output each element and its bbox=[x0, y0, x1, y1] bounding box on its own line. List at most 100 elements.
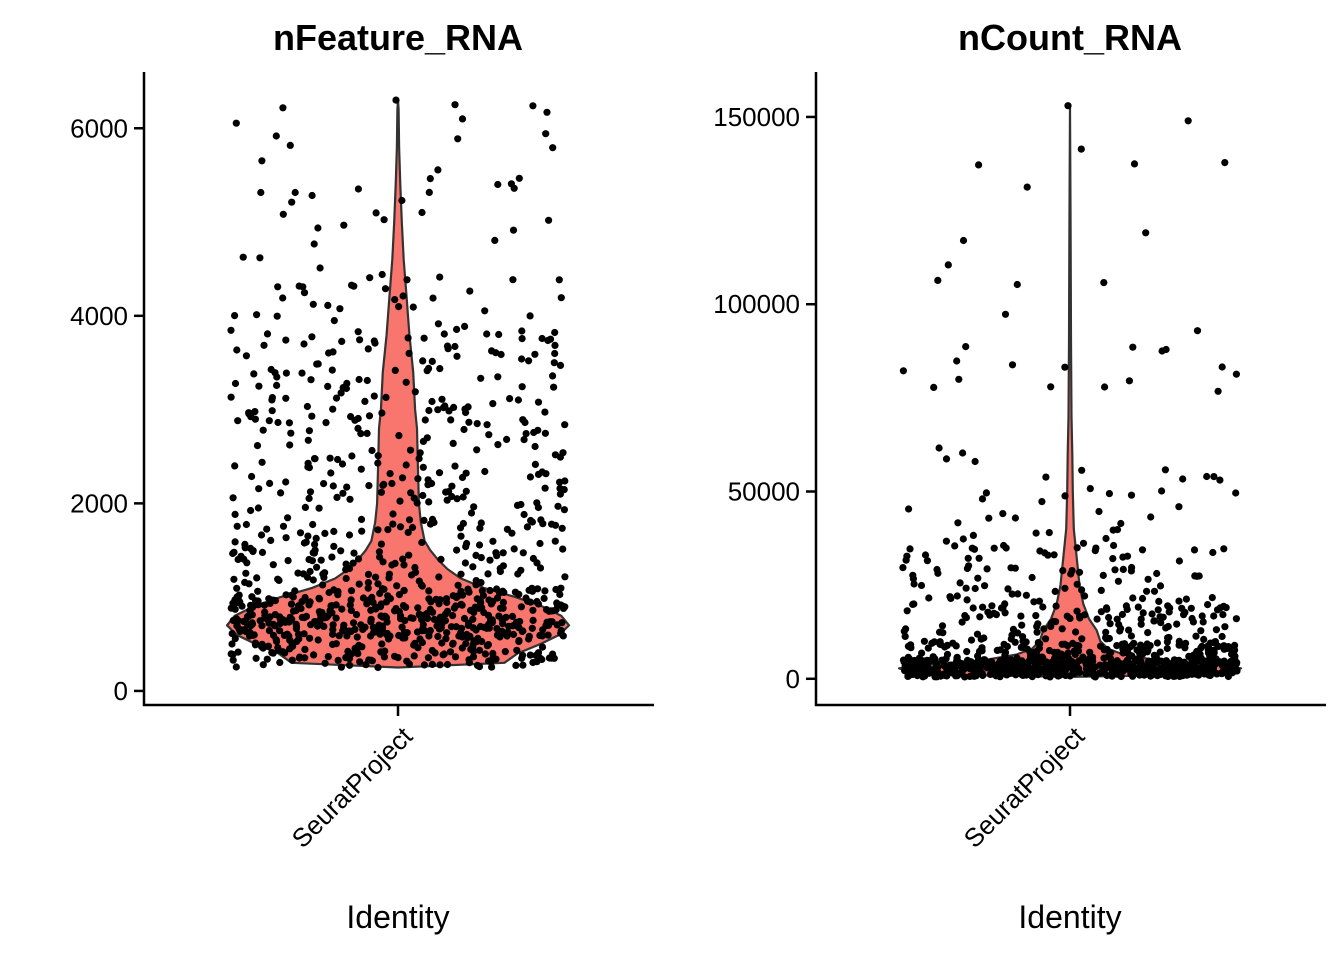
data-point bbox=[983, 565, 991, 573]
data-point bbox=[541, 429, 550, 437]
data-point bbox=[1190, 546, 1199, 554]
data-point bbox=[1113, 526, 1122, 534]
data-point bbox=[904, 642, 913, 650]
data-point bbox=[453, 495, 461, 503]
data-point bbox=[338, 605, 346, 613]
data-point bbox=[1028, 573, 1036, 582]
data-point bbox=[977, 635, 985, 643]
data-point bbox=[287, 429, 295, 437]
data-point bbox=[1019, 671, 1027, 680]
data-point bbox=[318, 608, 326, 617]
data-point bbox=[247, 506, 255, 515]
data-point bbox=[934, 276, 942, 284]
data-point bbox=[382, 393, 390, 401]
data-point bbox=[251, 408, 259, 416]
data-point bbox=[339, 384, 347, 392]
data-point bbox=[393, 582, 401, 590]
data-point bbox=[465, 418, 473, 426]
data-point bbox=[365, 482, 373, 490]
data-point bbox=[364, 584, 372, 592]
data-point bbox=[1023, 183, 1031, 191]
data-point bbox=[308, 412, 316, 420]
data-point bbox=[1004, 585, 1012, 593]
data-point bbox=[425, 188, 433, 196]
data-point bbox=[1220, 545, 1228, 553]
data-point bbox=[355, 375, 363, 384]
data-point bbox=[356, 336, 364, 344]
data-point bbox=[374, 452, 382, 460]
data-point bbox=[1144, 575, 1152, 583]
data-point bbox=[1014, 629, 1022, 637]
data-point bbox=[339, 489, 347, 497]
data-point bbox=[395, 591, 403, 599]
data-point bbox=[1158, 347, 1166, 355]
data-point bbox=[550, 359, 558, 367]
data-point bbox=[1033, 647, 1041, 656]
data-point bbox=[1062, 671, 1070, 680]
data-point bbox=[492, 549, 500, 557]
data-point bbox=[1124, 659, 1132, 667]
data-point bbox=[1193, 327, 1202, 335]
data-point bbox=[363, 376, 371, 385]
data-point bbox=[508, 612, 517, 621]
data-point bbox=[554, 502, 562, 510]
data-point bbox=[424, 481, 432, 489]
data-point bbox=[520, 436, 528, 444]
data-point bbox=[538, 334, 546, 343]
data-point bbox=[1128, 652, 1136, 660]
data-point bbox=[484, 611, 493, 620]
data-point bbox=[286, 141, 294, 149]
data-point bbox=[1050, 648, 1058, 657]
data-point bbox=[313, 563, 321, 571]
data-point bbox=[376, 553, 384, 561]
y-axis: 0 2000 4000 6000 bbox=[70, 113, 144, 706]
data-point bbox=[1061, 640, 1069, 648]
data-point bbox=[291, 188, 299, 197]
data-point bbox=[527, 516, 535, 525]
data-point bbox=[495, 330, 503, 339]
data-point bbox=[419, 357, 427, 365]
data-point bbox=[1008, 590, 1016, 598]
data-point bbox=[899, 564, 907, 572]
data-point bbox=[496, 564, 504, 573]
data-point bbox=[267, 536, 275, 545]
data-point bbox=[231, 462, 239, 470]
data-point bbox=[990, 670, 998, 678]
data-point bbox=[361, 397, 369, 405]
data-point bbox=[918, 649, 926, 657]
data-point bbox=[321, 529, 329, 538]
data-point bbox=[284, 557, 292, 565]
data-point bbox=[391, 366, 399, 374]
data-point bbox=[374, 580, 382, 588]
data-point bbox=[260, 601, 269, 609]
data-point bbox=[448, 482, 456, 490]
data-point bbox=[544, 631, 552, 639]
data-point bbox=[350, 549, 358, 557]
panel-title: nCount_RNA bbox=[958, 17, 1182, 58]
data-point bbox=[976, 669, 984, 677]
data-point bbox=[1210, 649, 1218, 657]
data-point bbox=[1115, 666, 1123, 674]
data-point bbox=[504, 628, 512, 636]
data-point bbox=[265, 627, 273, 635]
data-point bbox=[315, 595, 324, 603]
data-point bbox=[962, 584, 970, 592]
data-point bbox=[314, 224, 322, 232]
data-point bbox=[557, 629, 565, 637]
data-point bbox=[347, 413, 355, 421]
data-point bbox=[343, 483, 351, 491]
data-point bbox=[971, 457, 979, 466]
data-point bbox=[1051, 587, 1059, 596]
data-point bbox=[305, 494, 313, 502]
data-point bbox=[541, 408, 549, 416]
data-point bbox=[436, 622, 444, 630]
data-point bbox=[356, 658, 364, 666]
data-point bbox=[251, 415, 259, 423]
data-point bbox=[366, 596, 374, 604]
data-point bbox=[461, 559, 469, 567]
data-point bbox=[462, 640, 470, 648]
data-point bbox=[1075, 568, 1084, 576]
x-tick-label: SeuratProject bbox=[286, 720, 419, 853]
data-point bbox=[988, 602, 996, 610]
data-point bbox=[1231, 641, 1239, 650]
